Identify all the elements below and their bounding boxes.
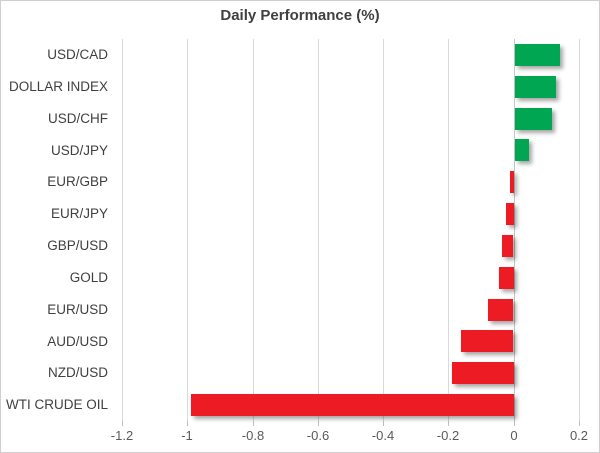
category-label-usd-chf: USD/CHF xyxy=(48,110,108,126)
bar-wti-crude-oil xyxy=(191,394,514,416)
x-tick-label: -1 xyxy=(181,428,193,443)
gridline-x--0.6 xyxy=(318,39,319,421)
axis-tick-mark xyxy=(122,421,123,426)
category-label-eur-usd: EUR/USD xyxy=(47,301,108,317)
bar-eur-jpy xyxy=(506,203,514,225)
x-tick-label: -0.8 xyxy=(241,428,265,443)
category-label-usd-cad: USD/CAD xyxy=(47,47,108,62)
bar-gold xyxy=(499,267,514,289)
x-tick-label: -1.2 xyxy=(110,428,134,443)
bar-dollar-index xyxy=(515,76,556,98)
category-label-eur-gbp: EUR/GBP xyxy=(47,174,108,190)
axis-tick-mark xyxy=(383,421,384,426)
axis-tick-mark xyxy=(448,421,449,426)
category-label-usd-jpy: USD/JPY xyxy=(50,142,108,158)
gridline-x--1 xyxy=(187,39,188,421)
category-label-nzd-usd: NZD/USD xyxy=(48,365,108,381)
bar-usd-jpy xyxy=(515,139,529,161)
bar-eur-usd xyxy=(488,299,513,321)
category-label-eur-jpy: EUR/JPY xyxy=(50,206,108,222)
category-label-aud-usd: AUD/USD xyxy=(47,333,108,349)
bar-aud-usd xyxy=(461,330,513,352)
x-tick-label: 0.2 xyxy=(569,428,589,443)
bar-nzd-usd xyxy=(452,362,514,384)
bar-usd-chf xyxy=(515,108,552,130)
x-tick-label: -0.6 xyxy=(306,428,330,443)
bar-eur-gbp xyxy=(510,171,514,193)
chart-title: Daily Performance (%) xyxy=(220,7,380,24)
category-label-gbp-usd: GBP/USD xyxy=(47,238,108,253)
axis-tick-mark xyxy=(187,421,188,426)
x-tick-label: 0 xyxy=(510,428,518,443)
bar-gbp-usd xyxy=(502,235,513,257)
category-label-dollar-index: DOLLAR INDEX xyxy=(8,78,108,94)
axis-tick-mark xyxy=(318,421,319,426)
gridline-x--0.4 xyxy=(383,39,384,421)
axis-tick-mark xyxy=(253,421,254,426)
bar-usd-cad xyxy=(515,44,560,66)
category-label-wti-crude-oil: WTI CRUDE OIL xyxy=(5,397,108,413)
x-tick-label: -0.2 xyxy=(436,428,460,443)
category-label-gold: GOLD xyxy=(69,269,108,285)
x-tick-label: -0.4 xyxy=(371,428,395,443)
axis-tick-mark xyxy=(579,421,580,426)
gridline-x--0.2 xyxy=(448,39,449,421)
gridline-x-0.2 xyxy=(579,39,580,421)
axis-tick-mark xyxy=(514,421,515,426)
gridline-x--0.8 xyxy=(253,39,254,421)
gridline-x--1.2 xyxy=(122,39,123,421)
zero-axis-line xyxy=(514,39,515,421)
